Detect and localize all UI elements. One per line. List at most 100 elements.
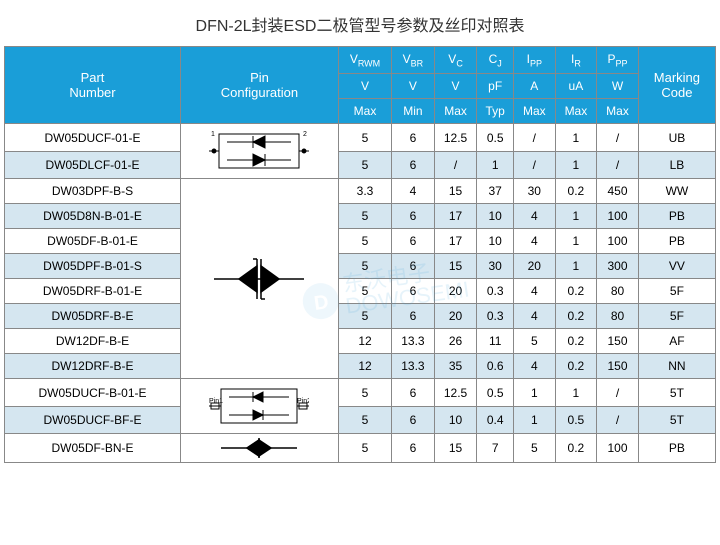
cell-value: 100 (597, 434, 639, 463)
table-row: DW05DUCF-01-E125612.50.5/1/UB (5, 124, 716, 152)
cell-part-number: DW05D8N-B-01-E (5, 204, 181, 229)
table-body: DW05DUCF-01-E125612.50.5/1/UBDW05DLCF-01… (5, 124, 716, 463)
cell-value: 5 (338, 406, 391, 434)
cell-value: 150 (597, 329, 639, 354)
col-cj: CJ (477, 47, 514, 74)
cell-value: 6 (392, 254, 435, 279)
stat-vrwm: Max (338, 99, 391, 124)
cell-value: 5 (513, 434, 555, 463)
cell-value: 4 (513, 354, 555, 379)
stat-vc: Max (434, 99, 477, 124)
cell-part-number: DW03DPF-B-S (5, 179, 181, 204)
cell-value: 100 (597, 229, 639, 254)
unit-cj: pF (477, 74, 514, 99)
cell-value: 20 (434, 304, 477, 329)
cell-value: 11 (477, 329, 514, 354)
cell-value: / (434, 151, 477, 179)
unit-ir: uA (555, 74, 597, 99)
cell-value: 450 (597, 179, 639, 204)
cell-value: 15 (434, 434, 477, 463)
cell-part-number: DW05DRF-B-01-E (5, 279, 181, 304)
cell-part-number: DW05DF-B-01-E (5, 229, 181, 254)
cell-marking: PB (638, 434, 715, 463)
cell-value: 12.5 (434, 124, 477, 152)
table-header: PartNumber PinConfiguration VRWM VBR VC … (5, 47, 716, 124)
cell-part-number: DW05DUCF-B-01-E (5, 379, 181, 407)
cell-value: 6 (392, 229, 435, 254)
cell-value: 0.5 (555, 406, 597, 434)
cell-value: 0.5 (477, 124, 514, 152)
cell-value: 0.2 (555, 329, 597, 354)
cell-marking: NN (638, 354, 715, 379)
cell-value: 10 (434, 406, 477, 434)
cell-value: 1 (555, 379, 597, 407)
cell-pin-config (181, 434, 339, 463)
col-marking: MarkingCode (638, 47, 715, 124)
cell-value: 80 (597, 304, 639, 329)
cell-marking: 5T (638, 379, 715, 407)
cell-value: 6 (392, 151, 435, 179)
cell-value: 12.5 (434, 379, 477, 407)
cell-value: / (597, 151, 639, 179)
table-row: DW05DPF-B-01-S561530201300VV (5, 254, 716, 279)
cell-value: 7 (477, 434, 514, 463)
cell-part-number: DW12DF-B-E (5, 329, 181, 354)
cell-value: 15 (434, 179, 477, 204)
table-row: DW05DRF-B-01-E56200.340.2805F (5, 279, 716, 304)
cell-value: 30 (513, 179, 555, 204)
stat-cj: Typ (477, 99, 514, 124)
cell-value: 6 (392, 304, 435, 329)
cell-value: 35 (434, 354, 477, 379)
stat-ppp: Max (597, 99, 639, 124)
cell-value: 5 (338, 434, 391, 463)
cell-value: 0.2 (555, 354, 597, 379)
cell-pin-config (181, 179, 339, 379)
cell-marking: UB (638, 124, 715, 152)
cell-value: 6 (392, 379, 435, 407)
cell-value: 5 (338, 124, 391, 152)
spec-table: PartNumber PinConfiguration VRWM VBR VC … (4, 46, 716, 463)
cell-marking: 5T (638, 406, 715, 434)
table-row: DW05DLCF-01-E56/1/1/LB (5, 151, 716, 179)
cell-value: 6 (392, 124, 435, 152)
cell-value: 4 (513, 304, 555, 329)
cell-value: 0.6 (477, 354, 514, 379)
cell-value: 17 (434, 204, 477, 229)
cell-marking: 5F (638, 279, 715, 304)
stat-ir: Max (555, 99, 597, 124)
cell-value: 37 (477, 179, 514, 204)
cell-value: 13.3 (392, 354, 435, 379)
stat-ipp: Max (513, 99, 555, 124)
cell-value: 12 (338, 354, 391, 379)
cell-value: 1 (555, 151, 597, 179)
table-row: DW12DRF-B-E1213.3350.640.2150NN (5, 354, 716, 379)
cell-value: 5 (338, 229, 391, 254)
cell-value: 20 (513, 254, 555, 279)
cell-value: 100 (597, 204, 639, 229)
cell-part-number: DW05DLCF-01-E (5, 151, 181, 179)
cell-value: 5 (338, 279, 391, 304)
cell-value: 80 (597, 279, 639, 304)
cell-marking: WW (638, 179, 715, 204)
cell-marking: AF (638, 329, 715, 354)
col-ipp: IPP (513, 47, 555, 74)
cell-value: 5 (338, 254, 391, 279)
col-ppp: PPP (597, 47, 639, 74)
cell-value: 1 (555, 254, 597, 279)
cell-value: 6 (392, 279, 435, 304)
cell-value: 1 (477, 151, 514, 179)
cell-part-number: DW05DRF-B-E (5, 304, 181, 329)
cell-value: 10 (477, 229, 514, 254)
cell-value: 20 (434, 279, 477, 304)
cell-value: 5 (338, 151, 391, 179)
cell-value: 0.2 (555, 279, 597, 304)
cell-pin-config: Pin1Pin2 (181, 379, 339, 434)
table-row: DW03DPF-B-S3.341537300.2450WW (5, 179, 716, 204)
table-row: DW05DUCF-B-01-EPin1Pin25612.50.511/5T (5, 379, 716, 407)
cell-value: 30 (477, 254, 514, 279)
cell-value: 0.2 (555, 179, 597, 204)
cell-value: 3.3 (338, 179, 391, 204)
cell-value: 6 (392, 434, 435, 463)
cell-part-number: DW05DUCF-BF-E (5, 406, 181, 434)
cell-pin-config: 12 (181, 124, 339, 179)
